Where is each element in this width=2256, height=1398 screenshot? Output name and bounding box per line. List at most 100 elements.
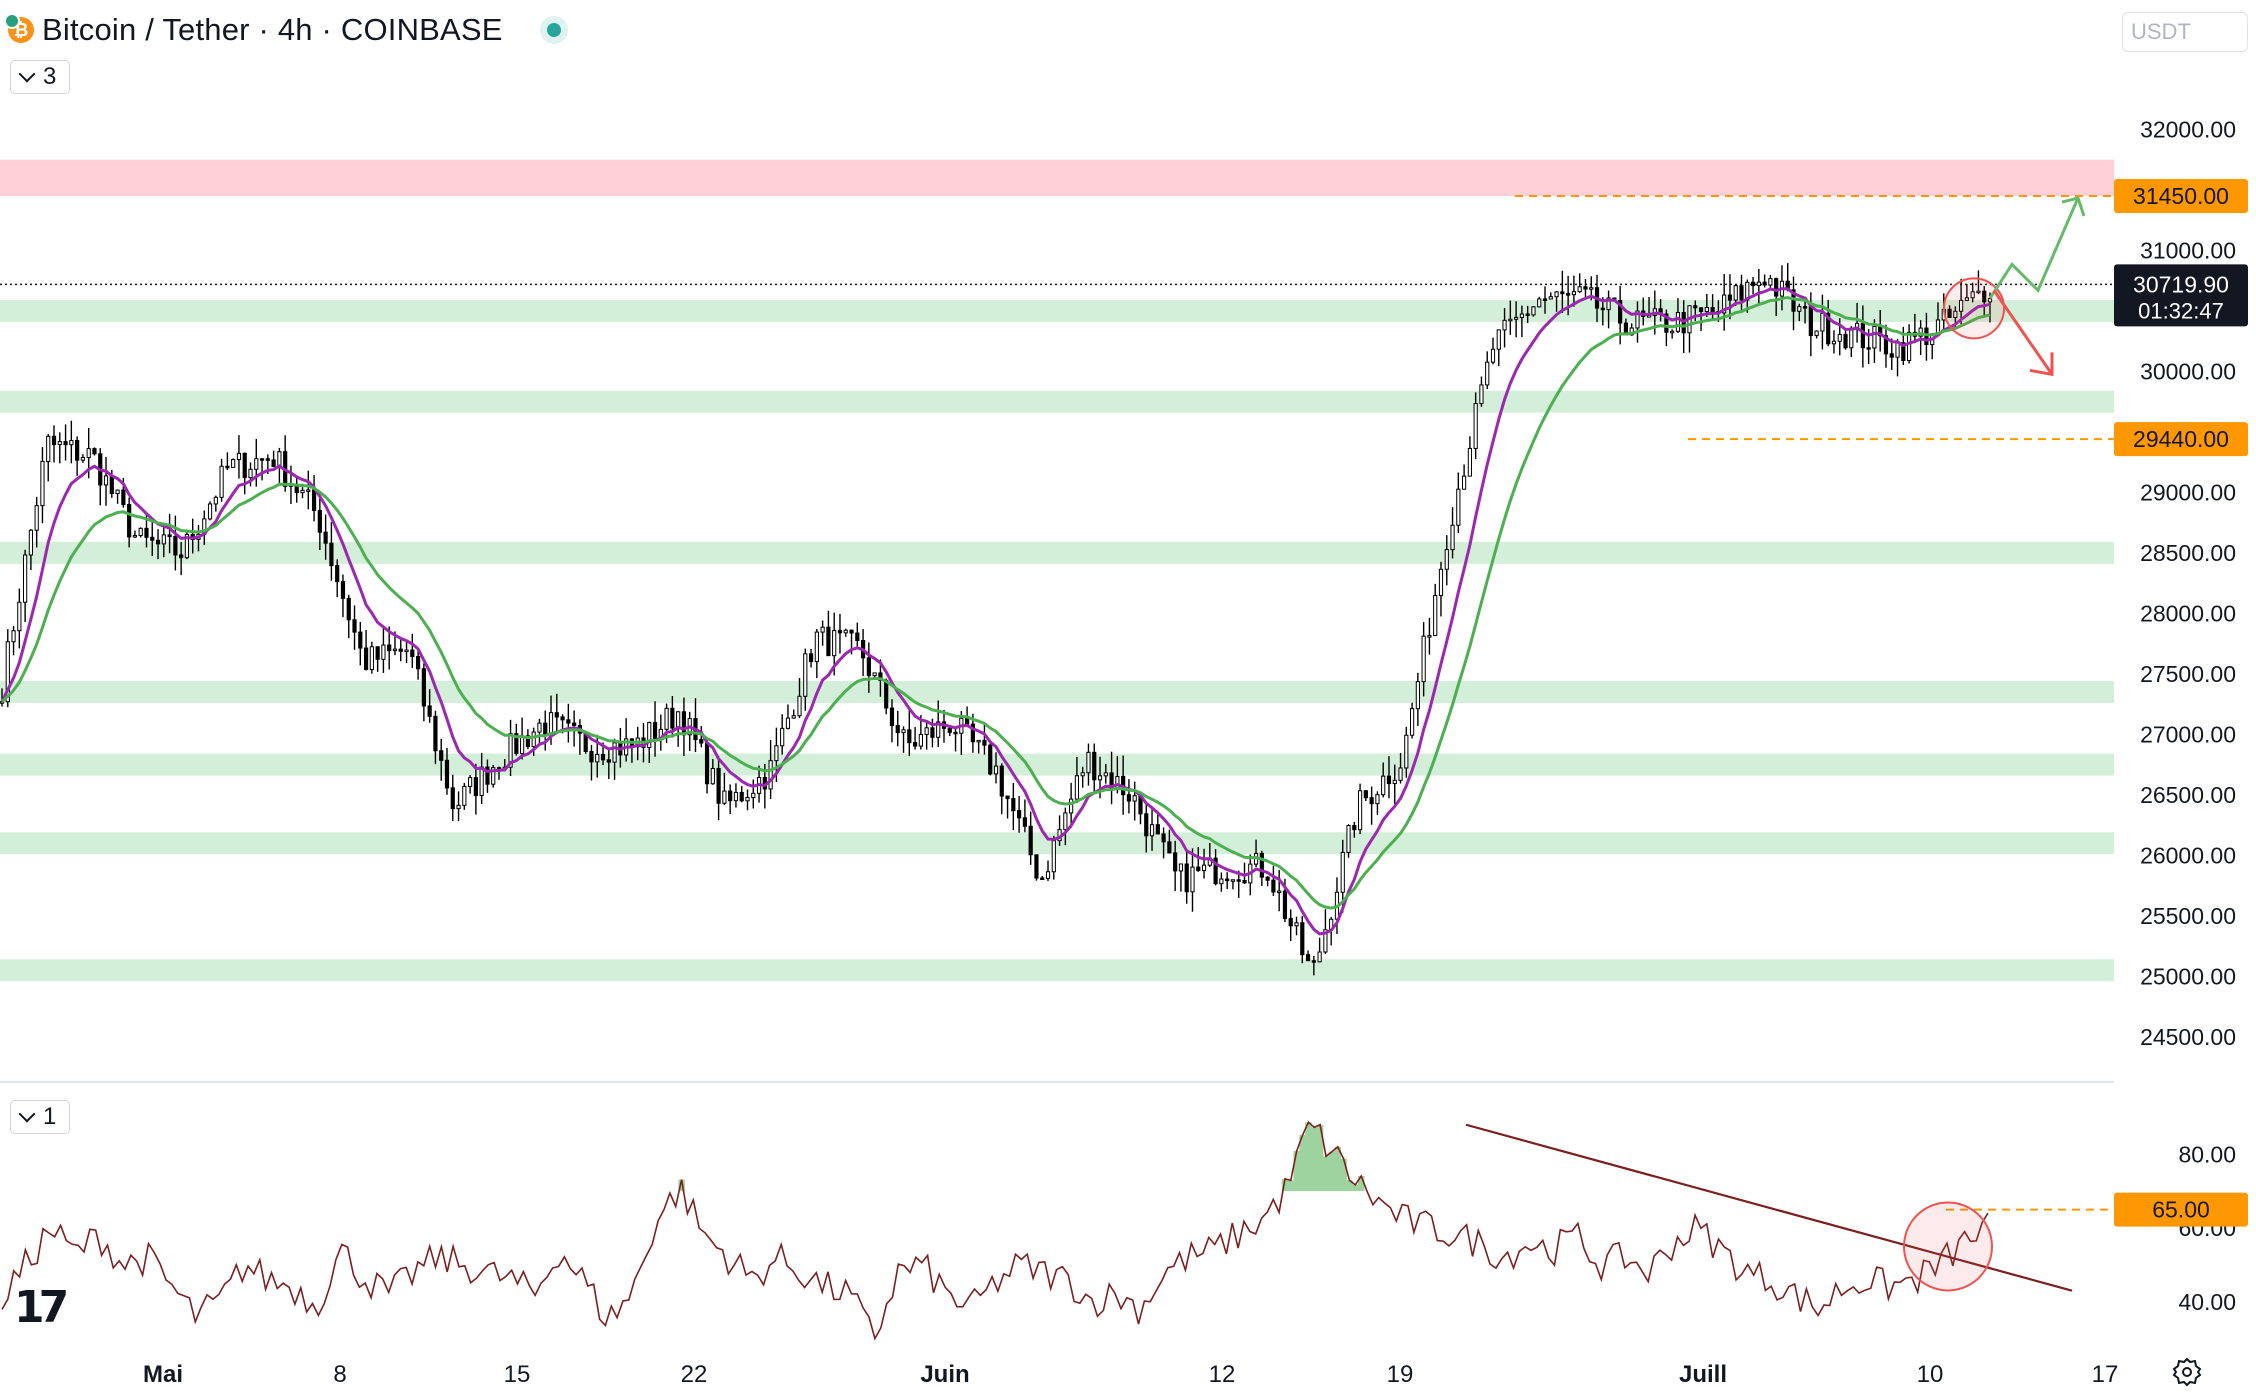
- candle-body: [1670, 330, 1675, 334]
- resistance-zone: [0, 159, 2114, 197]
- candle-body: [1155, 824, 1160, 835]
- candle-body: [161, 534, 166, 545]
- candle-body: [1230, 879, 1236, 882]
- candle-body: [415, 656, 421, 670]
- candle-body: [1346, 825, 1351, 853]
- candle-body: [1357, 790, 1363, 831]
- candle-body: [716, 767, 721, 804]
- candle-body: [1178, 863, 1184, 872]
- candle-body: [352, 619, 357, 633]
- candle-body: [1959, 299, 1964, 312]
- candle-body: [1693, 305, 1698, 309]
- candle-body: [924, 727, 929, 735]
- indicators-toggle[interactable]: 3: [10, 60, 70, 94]
- candle-body: [265, 458, 270, 461]
- candle-body: [259, 458, 265, 461]
- candle-body: [785, 717, 791, 729]
- candle-body: [1675, 312, 1681, 332]
- price-axis[interactable]: 32000.00 31000.00 30000.00 29000.00 28500.00…: [2114, 116, 2248, 1315]
- price-tick-label: 31000.00: [2140, 237, 2236, 263]
- candle-body: [1485, 361, 1490, 386]
- support-zone: [0, 390, 2114, 413]
- ema-layer: [0, 287, 1991, 936]
- time-tick-label: 8: [333, 1361, 346, 1388]
- candle-body: [1560, 291, 1565, 295]
- candle-body: [976, 739, 981, 743]
- candle-body: [1964, 297, 1969, 301]
- candle-body: [387, 644, 392, 652]
- candle-body: [676, 711, 681, 729]
- rsi-layer: [1, 1121, 2114, 1341]
- candle-body: [51, 435, 57, 446]
- candle-body: [918, 733, 923, 747]
- candle-body: [739, 791, 744, 802]
- candle-body: [791, 715, 796, 719]
- symbol-title[interactable]: Bitcoin / Tether · 4h · COINBASE: [42, 12, 503, 47]
- candle-body: [410, 649, 415, 658]
- candle-body: [930, 727, 935, 738]
- candle-body: [670, 707, 675, 729]
- candle-body: [1467, 447, 1472, 477]
- candle-body: [1849, 327, 1854, 349]
- candle-body: [1606, 297, 1611, 311]
- candle-body: [1398, 767, 1403, 781]
- last-price-tag: [2114, 264, 2248, 327]
- rsi-tick-label: 40.00: [2178, 1289, 2236, 1315]
- candle-body: [86, 448, 91, 459]
- candle-body: [1750, 281, 1756, 287]
- rsi-highlight-circle: [1903, 1201, 1993, 1292]
- rsi-indicators-toggle[interactable]: 1: [10, 1100, 70, 1134]
- candle-body: [652, 722, 658, 739]
- level-tag-label: 31450.00: [2133, 183, 2229, 209]
- currency-unit-selector[interactable]: USDT: [2122, 12, 2248, 52]
- candle-body: [1722, 294, 1727, 314]
- candle-body: [912, 742, 918, 747]
- candle-body: [1294, 922, 1299, 927]
- rsi-overbought-fill: [678, 1122, 1365, 1192]
- settings-icon[interactable]: [2172, 1357, 2202, 1387]
- price-tick-label: 30000.00: [2140, 358, 2236, 384]
- candle-body: [548, 712, 554, 735]
- candle-body: [404, 649, 409, 653]
- candle-body: [462, 785, 467, 806]
- candle-body: [485, 766, 490, 785]
- candle-body: [433, 715, 438, 752]
- candle-body: [427, 705, 432, 717]
- tradingview-logo: 17: [14, 1282, 69, 1333]
- candle-body: [254, 458, 259, 470]
- candle-body: [92, 448, 97, 455]
- candle-body: [953, 731, 958, 735]
- candle-body: [1502, 319, 1507, 331]
- indicators-count: 3: [43, 63, 57, 90]
- candle-body: [1970, 291, 1975, 299]
- candle-body: [1300, 922, 1305, 956]
- support-zone: [0, 753, 2114, 776]
- candle-body: [595, 753, 600, 763]
- candle-body: [0, 701, 5, 704]
- candle-body: [1733, 285, 1738, 301]
- candle-body: [329, 542, 334, 567]
- highlight-circle: [1943, 277, 2005, 340]
- candle-body: [606, 759, 611, 763]
- candle-body: [335, 565, 340, 583]
- candle-body: [1537, 298, 1542, 308]
- candle-body: [1126, 794, 1132, 802]
- candle-body: [988, 744, 993, 775]
- candle-body: [1034, 854, 1039, 879]
- candle-body: [1369, 797, 1374, 805]
- candle-body: [543, 722, 548, 735]
- candle-body: [1826, 312, 1831, 345]
- candle-body: [1947, 308, 1952, 318]
- support-zone: [0, 959, 2114, 982]
- candle-body: [1080, 772, 1085, 777]
- candle-body: [1583, 286, 1588, 290]
- time-axis[interactable]: Mai 8 15 22 Juin 12 19 Juill 10 17: [143, 1361, 2118, 1388]
- candle-body: [1051, 840, 1056, 873]
- candle-body: [155, 539, 161, 545]
- candle-body: [1149, 824, 1155, 837]
- candle-body: [473, 777, 478, 797]
- candle-body: [572, 722, 577, 726]
- candle-body: [11, 630, 16, 643]
- candle-body: [1005, 795, 1010, 800]
